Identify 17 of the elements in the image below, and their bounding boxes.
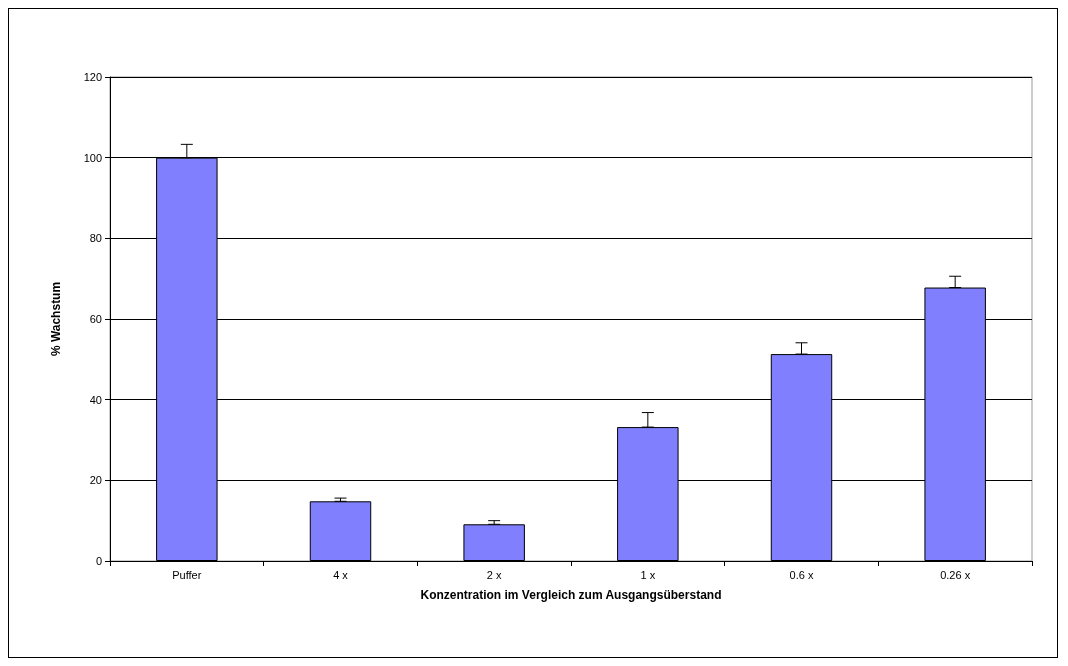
x-tick-label: 0.6 x <box>789 568 814 581</box>
x-tick-label: Puffer <box>172 568 202 581</box>
y-tick-label: 60 <box>89 313 102 325</box>
y-tick-label: 0 <box>95 555 102 567</box>
bar <box>309 501 372 561</box>
x-tick-label: 0.26 x <box>940 568 971 581</box>
y-tick-label: 40 <box>89 393 102 406</box>
y-axis-title: % Wachstum <box>49 281 63 357</box>
x-tick-label: 2 x <box>486 568 502 581</box>
bar <box>463 524 525 561</box>
x-tick-label: 4 x <box>333 568 349 581</box>
y-tick-label: 80 <box>89 232 102 245</box>
y-tick-label: 20 <box>89 474 102 487</box>
y-tick-label: 100 <box>83 151 102 164</box>
x-axis-title: Konzentration im Vergleich zum Ausgangsüberstand <box>420 588 722 602</box>
x-tick-label: 1 x <box>640 568 656 581</box>
y-tick-label: 120 <box>83 71 102 83</box>
